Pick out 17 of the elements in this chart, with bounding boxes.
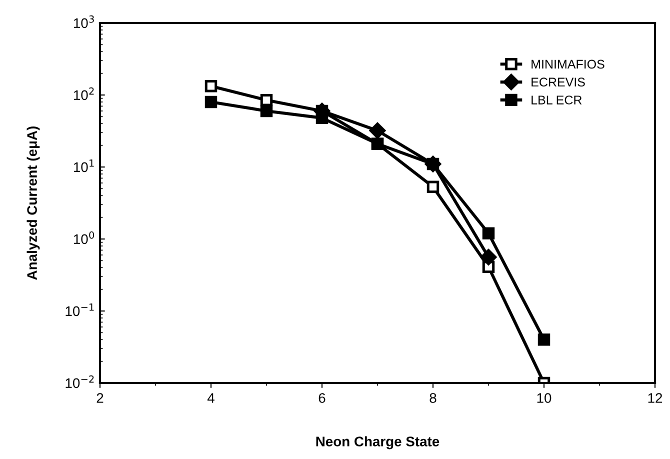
- x-tick-label: 4: [207, 393, 214, 403]
- legend-label: LBL ECR: [532, 96, 582, 104]
- legend-label: MINIMAFIOS: [532, 60, 604, 69]
- y-tick-label: 10$^{−2}$: [66, 375, 94, 388]
- x-tick-label: 6: [318, 393, 326, 403]
- y-tick-label: 10$^{−1}$: [66, 304, 94, 316]
- x-tick-label: 10: [537, 393, 552, 403]
- x-tick-label: 8: [430, 393, 436, 403]
- y-tick-label: 10$^{1}$: [74, 160, 94, 172]
- y-tick-label: 10$^{0}$: [74, 231, 94, 244]
- y-tick-label: 10$^{3}$: [74, 15, 94, 28]
- x-tick-label: 12: [648, 393, 662, 403]
- x-axis-title: Neon Charge State: [316, 436, 440, 450]
- y-tick-label: 10$^{2}$: [74, 87, 94, 100]
- y-axis-title: Analyzed Current (eμA): [26, 126, 40, 280]
- legend-label: ECREVIS: [532, 78, 585, 87]
- x-tick-label: 2: [96, 393, 104, 403]
